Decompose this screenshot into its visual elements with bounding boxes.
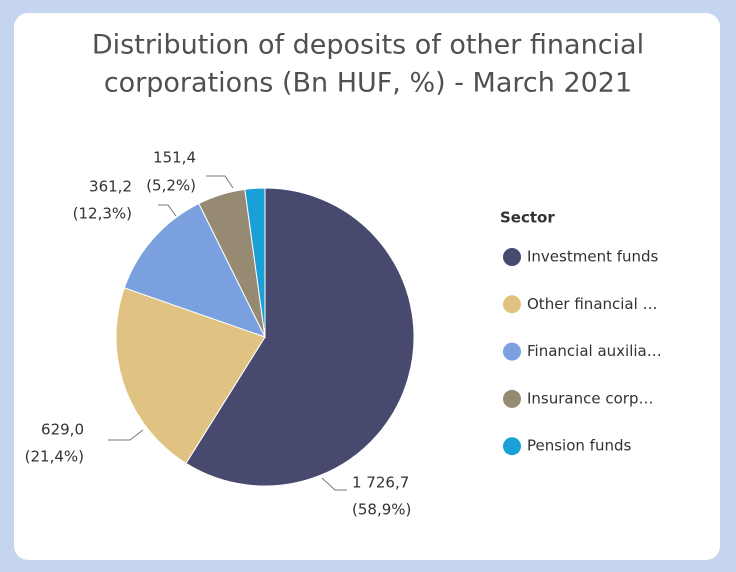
legend-swatch <box>503 248 521 266</box>
leader-line <box>321 477 347 491</box>
chart-title: corporations (Bn HUF, %) - March 2021 <box>104 68 632 99</box>
legend-swatch <box>503 389 521 408</box>
legend-label: Pension funds <box>527 437 631 455</box>
data-label: (58,9%) <box>352 501 411 519</box>
data-label: (21,4%) <box>25 448 84 466</box>
legend-label: Other financial … <box>527 295 658 313</box>
pie-slice <box>244 187 266 338</box>
leader-line <box>108 429 144 441</box>
data-label: 629,0 <box>41 421 84 439</box>
legend-label: Investment funds <box>527 248 659 266</box>
legend-swatch <box>503 295 521 314</box>
pie-slice <box>185 187 415 487</box>
pie-slice <box>115 287 266 464</box>
legend-label: Financial auxilia… <box>527 342 662 360</box>
leader-line <box>206 175 234 189</box>
data-label: 151,4 <box>153 149 196 167</box>
chart-title: Distribution of deposits of other financ… <box>92 30 644 61</box>
data-label: (5,2%) <box>146 177 196 195</box>
pie-slice <box>123 202 266 338</box>
leader-line <box>158 204 177 217</box>
data-label: (12,3%) <box>73 205 132 223</box>
legend-swatch <box>503 342 521 361</box>
legend-title: Sector <box>500 209 555 227</box>
data-label: 361,2 <box>89 178 132 196</box>
legend-label: Insurance corp… <box>527 389 653 407</box>
legend-swatch <box>503 437 521 456</box>
data-label: 1 726,7 <box>352 474 409 492</box>
